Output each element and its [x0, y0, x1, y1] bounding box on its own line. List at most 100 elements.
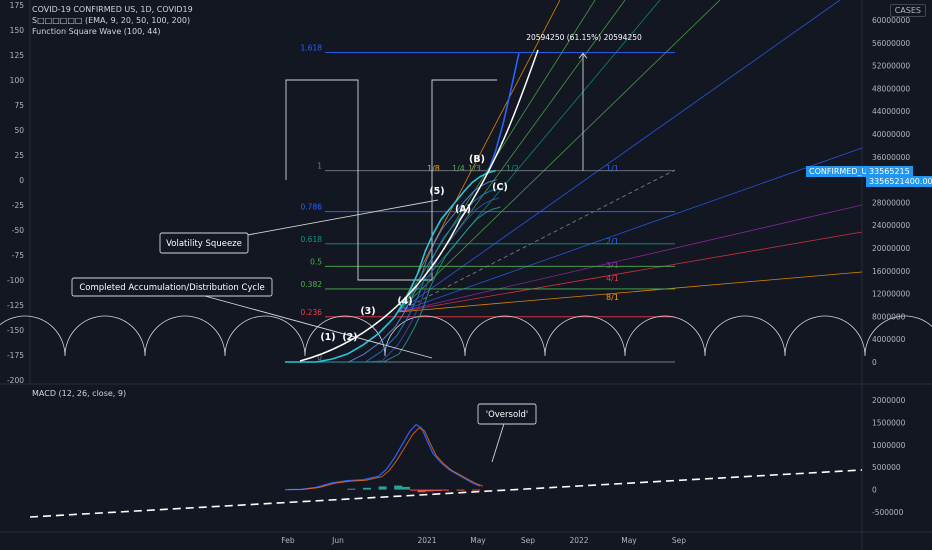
fan-dashed-line [397, 169, 676, 313]
annotations: Volatility Squeeze Completed Accumulation… [71, 154, 537, 463]
macd-tick-label: 2000000 [872, 396, 906, 405]
cycle-callout-pointer [171, 286, 433, 359]
right-tick-label: 52000000 [872, 62, 910, 71]
fan-line [397, 0, 841, 313]
left-tick-label: -200 [7, 376, 24, 385]
right-tick-label: 4000000 [872, 335, 906, 344]
macd-hist-bar [441, 489, 449, 491]
time-tick-label: 2022 [569, 536, 588, 545]
price-tag: 33565215 [866, 166, 913, 177]
arc-line [0, 315, 932, 357]
time-tick-label: May [470, 536, 486, 545]
left-tick-label: 0 [19, 176, 24, 185]
left-tick-label: -150 [7, 326, 24, 335]
wave-label: (1) [320, 332, 335, 343]
measure-label: 20594250 (61.15%) 20594250 [526, 33, 642, 42]
ema-line [289, 206, 501, 363]
time-tick-label: Sep [672, 536, 686, 545]
right-tick-label: 56000000 [872, 39, 910, 48]
pct-tag: 3356521400.00% [866, 176, 932, 187]
macd-line [284, 423, 481, 491]
macd-hist-bar [433, 489, 442, 491]
fib-label: 0 [317, 353, 322, 362]
fib-retracement: 1.618 1 0.786 0.618 0.5 0.382 0.236 0 20594250 (… [301, 33, 675, 363]
fan-line [397, 0, 661, 313]
fib-label: 0.5 [310, 257, 322, 266]
macd-tick-label: 0 [872, 486, 877, 495]
macd-hist-bar [409, 489, 418, 491]
right-tick-label: 36000000 [872, 153, 910, 162]
left-tick-label: 175 [10, 1, 25, 10]
oversold-callout-text: 'Oversold' [486, 410, 529, 420]
wave-label: (3) [360, 306, 375, 317]
fib-label: 1 [317, 162, 322, 171]
macd-hist-bar [417, 489, 426, 493]
fan-line [397, 204, 863, 313]
macd-hist-bar [378, 486, 387, 490]
left-tick-label: -50 [12, 226, 24, 235]
wave-label: (2) [342, 332, 357, 343]
right-tick-label: 48000000 [872, 84, 910, 93]
projection-line [487, 53, 520, 174]
time-tick-label: Jun [331, 536, 344, 545]
macd-tick-label: 500000 [872, 463, 901, 472]
left-tick-label: 150 [10, 26, 25, 35]
legend-ema[interactable]: S□□□□□□ (EMA, 9, 20, 50, 100, 200) [32, 16, 191, 25]
right-tick-label: 44000000 [872, 107, 910, 116]
left-tick-label: -175 [7, 351, 24, 360]
arc-wave [0, 315, 932, 357]
right-tick-label: 8000000 [872, 312, 906, 321]
left-tick-label: 25 [14, 151, 24, 160]
gann-label: 4/1 [606, 274, 619, 283]
fib-label: 0.618 [301, 235, 323, 244]
left-tick-label: 50 [14, 126, 24, 135]
macd-hist-bar [394, 485, 403, 490]
gann-label: 2/1 [606, 237, 619, 246]
right-tick-label: 20000000 [872, 244, 910, 253]
signal-line [287, 427, 484, 491]
wave-label: (A) [455, 204, 471, 215]
right-tick-label: 0 [872, 358, 877, 367]
macd-pane [29, 423, 863, 518]
fib-label: 0.236 [301, 308, 323, 317]
left-tick-label: 125 [10, 51, 25, 60]
confirmed-line [285, 169, 496, 363]
fib-label: 0.382 [301, 280, 323, 289]
wave-label: (C) [492, 182, 508, 193]
gann-label: 3/1 [606, 261, 619, 270]
gann-label: 1/1 [606, 164, 619, 173]
legend-title[interactable]: COVID-19 CONFIRMED US, 1D, COVID19 [32, 5, 193, 14]
gann-label: 1/2 [506, 164, 519, 173]
legend-square-wave[interactable]: Function Square Wave (100, 44) [32, 27, 161, 36]
macd-hist-bar [347, 488, 356, 490]
right-tick-label: 12000000 [872, 290, 910, 299]
price-series [285, 49, 539, 363]
measure-arrow [578, 52, 588, 59]
gann-label: 1/3 [468, 164, 481, 173]
cycle-callout-box [71, 277, 273, 297]
cycle-callout-text: Completed Accumulation/Distribution Cycl… [79, 283, 264, 293]
fan-line [397, 231, 863, 313]
scale-button[interactable]: CASES [889, 4, 926, 17]
fib-label: 0.786 [301, 203, 323, 212]
right-tick-label: 40000000 [872, 130, 910, 139]
square-wave [285, 79, 497, 281]
fan-line [397, 271, 863, 313]
left-tick-label: 100 [10, 76, 25, 85]
time-tick-label: May [621, 536, 637, 545]
macd-legend[interactable]: MACD (12, 26, close, 9) [32, 389, 127, 398]
volatility-callout-text: Volatility Squeeze [166, 239, 242, 249]
wave-label: (B) [469, 154, 485, 165]
right-tick-label: 60000000 [872, 16, 910, 25]
volatility-callout-box [159, 232, 249, 254]
square-wave-line [285, 79, 497, 281]
right-tick-label: 28000000 [872, 198, 910, 207]
fib-label: 1.618 [301, 43, 323, 52]
gann-label: 8/1 [606, 293, 619, 302]
time-tick-label: Sep [521, 536, 535, 545]
time-tick-label: 2021 [417, 536, 436, 545]
left-tick-label: -25 [12, 201, 24, 210]
right-tick-label: 16000000 [872, 267, 910, 276]
